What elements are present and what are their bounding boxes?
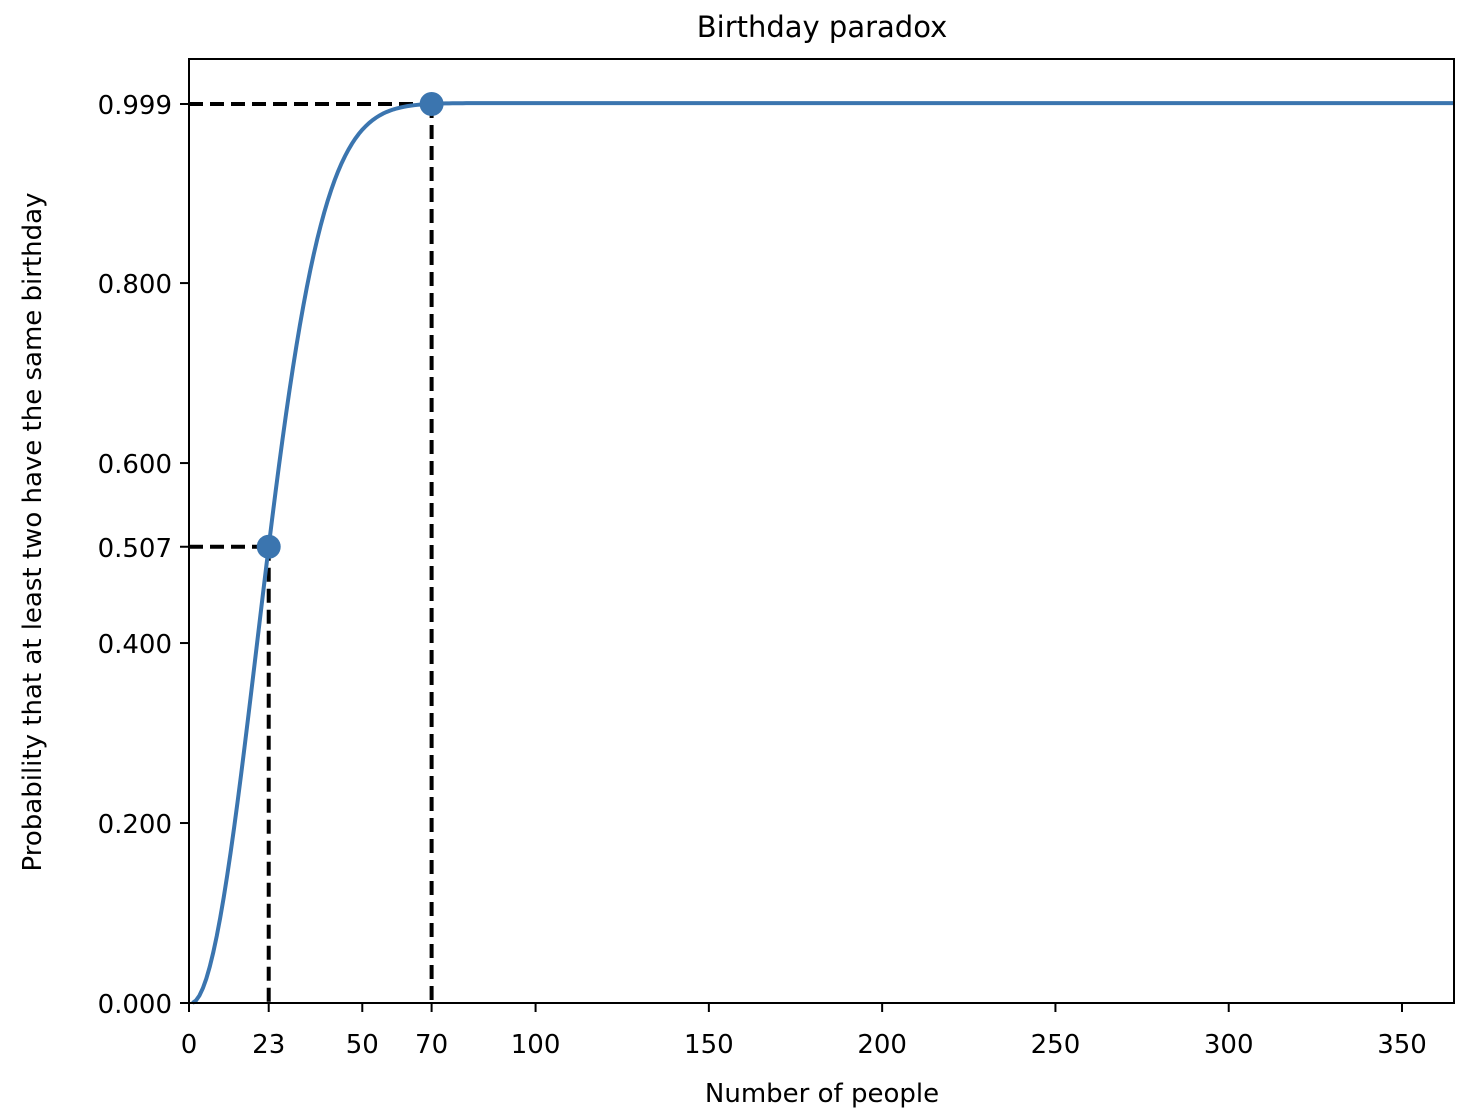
y-tick-label: 0.507 <box>98 534 172 564</box>
x-tick-label: 50 <box>346 1030 379 1060</box>
y-tick-label: 0.600 <box>98 450 172 480</box>
y-tick-label: 0.800 <box>98 270 172 300</box>
series-layer <box>191 101 1454 1005</box>
y-axis-ticks: 0.000 0.200 0.400 0.507 0.600 0.800 0.999 <box>98 91 189 1020</box>
reference-lines <box>189 102 434 1003</box>
x-tick-label: 100 <box>511 1030 561 1060</box>
x-tick-label: 250 <box>1031 1030 1081 1060</box>
x-axis-ticks: 0 23 50 70 100 150 200 250 300 350 <box>181 1003 1427 1060</box>
x-tick-label: 350 <box>1377 1030 1427 1060</box>
chart-title: Birthday paradox <box>697 10 947 44</box>
x-tick-label: 0 <box>181 1030 198 1060</box>
x-tick-label: 300 <box>1204 1030 1254 1060</box>
x-tick-label: 200 <box>857 1030 907 1060</box>
x-tick-label: 70 <box>415 1030 448 1060</box>
highlight-points <box>256 92 444 559</box>
series-line <box>191 101 1454 1005</box>
y-tick-label: 0.400 <box>98 630 172 660</box>
y-axis-label: Probability that at least two have the s… <box>18 193 48 872</box>
x-axis-label: Number of people <box>705 1079 939 1109</box>
x-tick-label: 150 <box>684 1030 734 1060</box>
x-tick-label: 23 <box>252 1030 285 1060</box>
highlight-point <box>256 534 281 559</box>
y-tick-label: 0.000 <box>98 990 172 1020</box>
y-tick-label: 0.200 <box>98 810 172 840</box>
plot-frame <box>188 58 1455 1004</box>
highlight-point <box>419 92 444 116</box>
y-tick-label: 0.999 <box>98 91 172 121</box>
